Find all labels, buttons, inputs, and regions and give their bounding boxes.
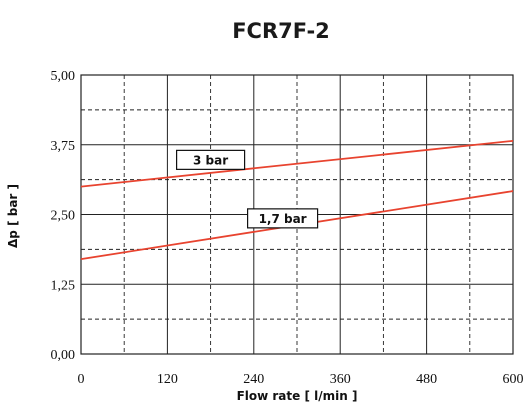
x-tick-label: 0: [78, 372, 85, 387]
series-label-1-7-bar: 1,7 bar: [247, 208, 319, 229]
y-axis-label: Δp [ bar ]: [6, 184, 20, 248]
y-tick-label: 0,00: [51, 348, 76, 363]
x-tick-label: 120: [157, 372, 178, 387]
series-labels: 3 bar 1,7 bar: [176, 149, 319, 229]
chart-title: FCR7F-2: [232, 19, 330, 43]
series-layer: [80, 139, 514, 261]
y-tick-label: 5,00: [51, 69, 76, 84]
y-tick-label: 3,75: [51, 139, 76, 154]
x-tick-label: 240: [243, 372, 264, 387]
series-line-3-bar: [80, 139, 514, 188]
series-label-text: 1,7 bar: [259, 212, 307, 226]
series-label-box: [247, 208, 319, 229]
series-label-text: 3 bar: [193, 153, 228, 167]
series-label-3-bar: 3 bar: [176, 149, 246, 170]
y-tick-label: 1,25: [51, 278, 76, 293]
x-tick-label: 360: [330, 372, 351, 387]
x-tick-label: 480: [416, 372, 437, 387]
x-axis-label: Flow rate [ l/min ]: [237, 389, 358, 403]
y-tick-label: 2,50: [51, 209, 76, 224]
series-label-box: [176, 149, 246, 170]
x-tick-labels: 0 120 240 360 480 600: [78, 372, 524, 387]
x-tick-label: 600: [503, 372, 524, 387]
plot-frame: [80, 74, 514, 355]
y-tick-labels: 0,00 1,25 2,50 3,75 5,00: [51, 69, 76, 363]
